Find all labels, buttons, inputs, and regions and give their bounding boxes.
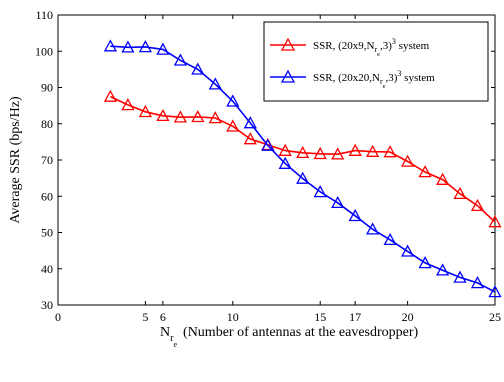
svg-text:Nre(Number of antennas at the: Nre (Number of antennas at the eavesdropp… [160, 325, 419, 349]
legend-box [263, 21, 489, 102]
y-axis-label: Average SSR (bps/Hz) [8, 96, 23, 224]
y-tick-label: 100 [35, 44, 53, 58]
series-2-point [348, 208, 362, 222]
x-axis-label-main: N [160, 325, 170, 340]
series-2-point [208, 77, 222, 90]
y-axis: 30 40 50 60 70 80 90 100 110 [35, 8, 495, 312]
series-2-point [138, 40, 152, 53]
series-1-point [103, 89, 117, 102]
series-1-point [401, 154, 415, 167]
legend-label-2: SSR, (20x20,Nre,3)3 system [313, 69, 435, 90]
y-tick-label: 110 [35, 8, 53, 22]
series-1-point [156, 108, 170, 122]
series-1-point [366, 144, 380, 157]
series-2-point [331, 195, 345, 209]
series-2-point [470, 276, 485, 289]
series-2-point [278, 156, 292, 169]
series-1-point [243, 132, 257, 145]
x-tick-label: 15 [314, 310, 326, 324]
series-1-point [418, 165, 432, 178]
series-1-point [191, 110, 205, 123]
series-1-point [226, 119, 240, 132]
y-tick-label: 50 [41, 226, 53, 240]
series-2-line [110, 45, 496, 293]
series-1-point [470, 198, 485, 212]
x-axis-label: Nre (Number of antennas at the eavesdropp… [160, 325, 419, 349]
series-2-point [488, 285, 502, 298]
series-1-point [296, 145, 310, 159]
series-1-point [383, 145, 397, 158]
series-2-point [191, 62, 205, 75]
series-2-point [226, 94, 240, 107]
series-1-point [348, 143, 362, 156]
series-2-point [103, 39, 117, 52]
series-1-point [331, 147, 345, 160]
x-axis: 0 5 6 10 15 17 20 25 [55, 15, 501, 324]
y-tick-label: 30 [41, 298, 53, 312]
series-1-point [488, 215, 502, 228]
series-1-point [436, 172, 450, 185]
series-1-point [208, 111, 222, 124]
series-2-point [173, 53, 187, 66]
series-2-point [401, 244, 415, 257]
legend-entry-1: SSR, (20x9,Nre,3)3 system [270, 37, 430, 58]
x-axis-label-sub: r [170, 333, 174, 344]
series-1-point [313, 146, 327, 160]
series-2-point [313, 185, 327, 198]
series-1-point [138, 104, 152, 118]
series-1-line [110, 95, 496, 223]
x-tick-label: 10 [227, 310, 239, 324]
x-tick-label: 25 [489, 310, 501, 324]
series-2-point [261, 138, 275, 151]
y-tick-label: 70 [41, 153, 53, 167]
y-tick-label: 40 [41, 262, 53, 276]
legend-label-1: SSR, (20x9,Nre,3)3 system [313, 37, 430, 58]
series-2-point [418, 256, 432, 269]
y-tick-label: 80 [41, 117, 53, 131]
series-layer [103, 39, 502, 298]
series-1-point [121, 98, 135, 111]
series-2-point [156, 42, 170, 55]
y-tick-label: 90 [41, 81, 53, 95]
series-1-point [453, 186, 467, 200]
series-2-point [121, 40, 135, 53]
series-2-point [296, 171, 310, 184]
legend-marker-1 [280, 37, 296, 51]
x-tick-label: 6 [160, 310, 166, 324]
series-2-point [436, 263, 450, 276]
legend: SSR, (20x9,Nre,3)3 system SSR, (20x20,Nr… [263, 21, 489, 102]
series-2-point [453, 270, 467, 283]
x-tick-label: 20 [402, 310, 414, 324]
y-tick-label: 60 [41, 189, 53, 203]
x-tick-label: 5 [142, 310, 148, 324]
x-axis-label-rest: (Number of antennas at the eavesdropper) [183, 325, 419, 340]
legend-entry-2: SSR, (20x20,Nre,3)3 system [270, 69, 435, 90]
x-tick-label: 0 [55, 310, 61, 324]
legend-marker-2 [280, 69, 296, 83]
series-2-point [243, 116, 257, 129]
x-axis-label-subsub: e [173, 340, 177, 349]
series-2-point [366, 222, 380, 235]
series-1-point [173, 110, 187, 123]
series-2-point [383, 232, 397, 246]
series-1-point [278, 143, 292, 156]
x-tick-label: 17 [349, 310, 361, 324]
